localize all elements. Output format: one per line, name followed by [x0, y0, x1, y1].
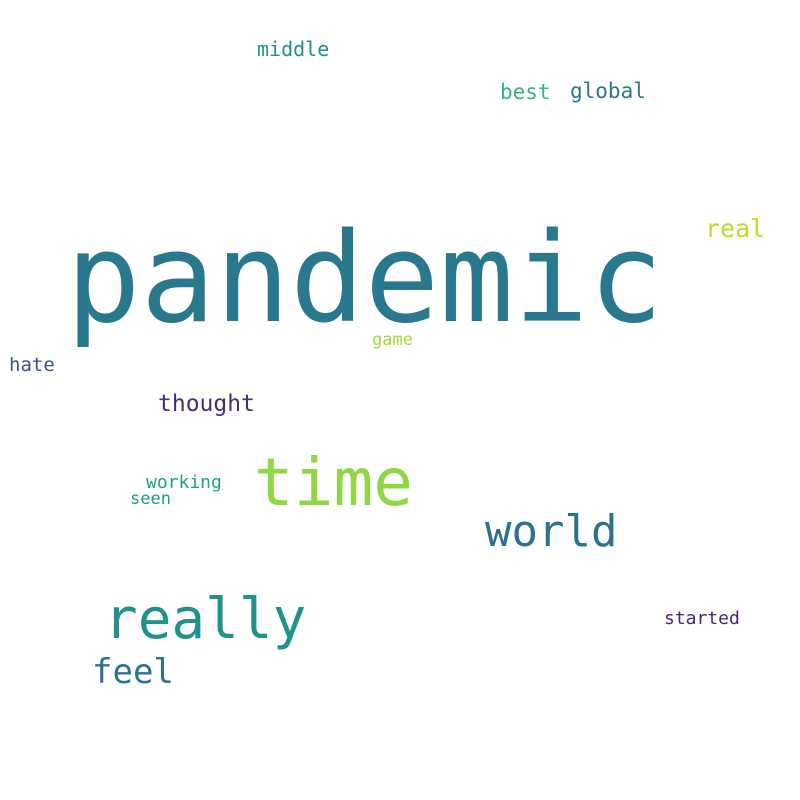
word-hate: hate: [9, 354, 55, 376]
word-really: really: [104, 587, 307, 652]
word-working: working: [146, 472, 222, 493]
word-pandemic: pandemic: [66, 207, 664, 351]
word-global: global: [570, 79, 646, 103]
word-game: game: [372, 330, 413, 350]
word-middle: middle: [257, 37, 330, 61]
word-real: real: [705, 214, 766, 243]
word-best: best: [500, 80, 551, 104]
word-world: world: [485, 506, 618, 557]
word-time: time: [254, 444, 413, 521]
word-thought: thought: [158, 391, 255, 417]
word-seen: seen: [130, 489, 171, 509]
word-feel: feel: [92, 652, 174, 692]
word-started: started: [664, 608, 740, 629]
